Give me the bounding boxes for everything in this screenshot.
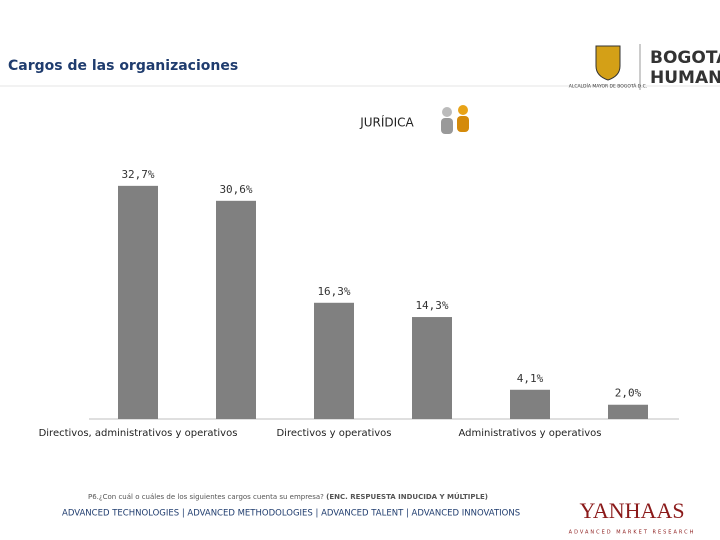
bar <box>510 389 550 419</box>
brand-top: BOGOTÁ <box>650 46 720 68</box>
footer-logo-caption: ADVANCED MARKET RESEARCH <box>569 530 696 536</box>
footnote-question: P6.¿Con cuál o cuáles de los siguientes … <box>88 493 324 501</box>
footnote: P6.¿Con cuál o cuáles de los siguientes … <box>88 492 488 501</box>
value-label: 16,3% <box>317 285 350 298</box>
brand-bottom: HUMANA <box>650 68 720 88</box>
bar <box>412 317 452 419</box>
bar <box>118 185 158 419</box>
bar <box>216 200 256 419</box>
plot: Directivos, administrativos y operativos… <box>39 168 648 439</box>
footer-logo: YANHAAS <box>579 498 684 523</box>
city-caption: ALCALDÍA MAYOR DE BOGOTÁ D.C. <box>569 83 648 90</box>
x-tick-label: Administrativos y operativos <box>458 428 601 439</box>
bar <box>608 404 648 419</box>
city-logo: ALCALDÍA MAYOR DE BOGOTÁ D.C. BOGOTÁ HUM… <box>569 44 720 90</box>
value-label: 2,0% <box>615 387 642 400</box>
slide-title: Cargos de las organizaciones <box>8 58 238 74</box>
value-label: 14,3% <box>415 299 448 312</box>
value-label: 32,7% <box>121 168 154 181</box>
x-tick-label: Directivos y operativos <box>276 428 391 439</box>
x-tick-label: Directivos, administrativos y operativos <box>39 428 238 439</box>
people-icon <box>441 105 469 134</box>
value-label: 4,1% <box>517 372 544 385</box>
bar <box>314 302 354 419</box>
value-label: 30,6% <box>219 183 252 196</box>
footer-tagline: ADVANCED TECHNOLOGIES | ADVANCED METHODO… <box>62 509 520 519</box>
footnote-note: (ENC. RESPUESTA INDUCIDA Y MÚLTIPLE) <box>326 492 488 501</box>
crest <box>595 45 621 81</box>
chart-title: JURÍDICA <box>359 115 414 130</box>
